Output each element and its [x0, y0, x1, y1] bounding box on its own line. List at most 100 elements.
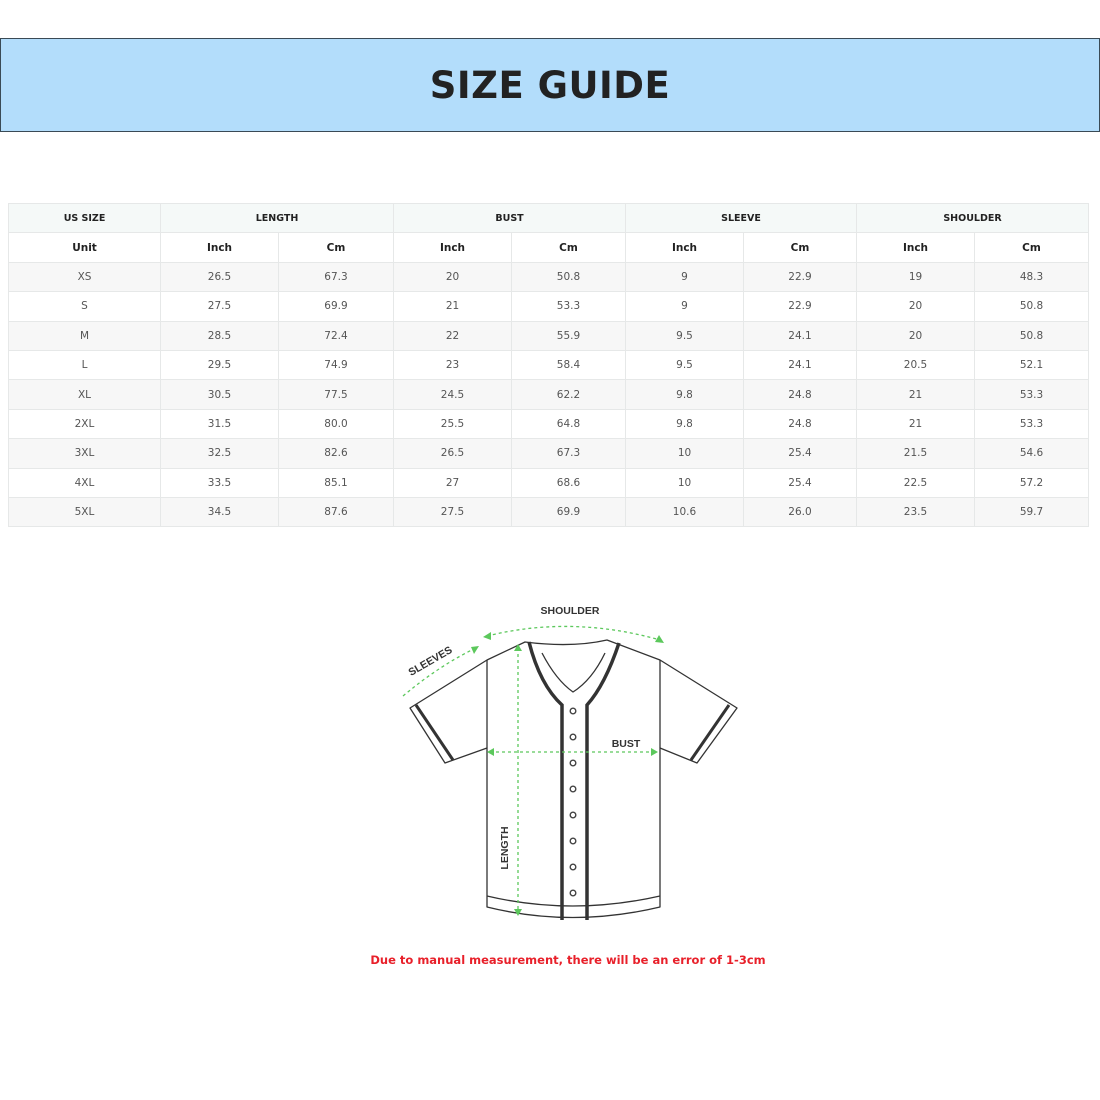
value-cell: 22.9	[743, 261, 857, 293]
unit-header: Inch	[393, 232, 512, 263]
button-icon	[569, 759, 577, 767]
table-row: S 27.5 69.9 21 53.3 9 22.9 20 50.8	[8, 291, 1090, 322]
group-header: SLEEVE	[625, 202, 857, 234]
value-cell: 9.8	[625, 408, 744, 440]
value-cell: 9	[625, 261, 744, 293]
value-cell: 21	[393, 291, 512, 322]
value-cell: 67.3	[511, 438, 626, 469]
unit-header: Cm	[743, 232, 857, 263]
value-cell: 50.8	[973, 291, 1090, 322]
value-cell: 19	[856, 261, 975, 293]
sleeve-stripes	[414, 704, 731, 761]
button-icon	[569, 837, 577, 845]
unit-header: Inch	[625, 232, 744, 263]
value-cell: 34.5	[160, 496, 279, 528]
shoulder-label: SHOULDER	[541, 605, 600, 617]
value-cell: 30.5	[160, 379, 279, 410]
value-cell: 23.5	[856, 496, 975, 528]
value-cell: 69.9	[278, 291, 394, 322]
bust-label: BUST	[612, 738, 641, 750]
value-cell: 68.6	[511, 467, 626, 498]
group-header: BUST	[393, 202, 626, 234]
value-cell: 26.0	[743, 496, 857, 528]
button-icon	[569, 889, 577, 897]
value-cell: 21.5	[856, 438, 975, 469]
unit-header: Inch	[856, 232, 975, 263]
length-label: LENGTH	[499, 826, 511, 869]
button-icon	[569, 863, 577, 871]
value-cell: 29.5	[160, 349, 279, 381]
group-header: US SIZE	[8, 202, 161, 234]
measure-arrows	[402, 625, 661, 913]
value-cell: 20	[856, 320, 975, 351]
value-cell: 80.0	[278, 408, 394, 440]
value-cell: 28.5	[160, 320, 279, 351]
group-header: LENGTH	[160, 202, 394, 234]
value-cell: 25.5	[393, 408, 512, 440]
buttons	[569, 707, 577, 897]
group-header: SHOULDER	[855, 202, 1090, 234]
value-cell: 53.3	[973, 408, 1090, 440]
value-cell: 55.9	[511, 320, 626, 351]
button-icon	[569, 811, 577, 819]
group-header-row: US SIZE LENGTH BUST SLEEVE SHOULDER	[8, 202, 1090, 234]
value-cell: 59.7	[973, 496, 1090, 528]
sleeves-label: SLEEVES	[407, 644, 455, 679]
value-cell: 53.3	[973, 379, 1090, 410]
value-cell: 25.4	[743, 467, 857, 498]
value-cell: 9.5	[625, 349, 744, 381]
value-cell: 62.2	[511, 379, 626, 410]
table-row: XL 30.5 77.5 24.5 62.2 9.8 24.8 21 53.3	[8, 379, 1090, 410]
size-cell: 3XL	[8, 438, 161, 469]
value-cell: 64.8	[511, 408, 626, 440]
page-title: SIZE GUIDE	[429, 63, 671, 107]
unit-header-row: Unit Inch Cm Inch Cm Inch Cm Inch Cm	[8, 232, 1090, 263]
table-row: M 28.5 72.4 22 55.9 9.5 24.1 20 50.8	[8, 320, 1090, 351]
size-cell: L	[8, 349, 161, 381]
value-cell: 57.2	[973, 467, 1090, 498]
value-cell: 27.5	[160, 291, 279, 322]
title-banner: SIZE GUIDE	[0, 38, 1100, 132]
value-cell: 10	[625, 467, 744, 498]
value-cell: 9	[625, 291, 744, 322]
value-cell: 23	[393, 349, 512, 381]
shirt-body	[409, 639, 738, 919]
size-cell: 4XL	[8, 467, 161, 498]
value-cell: 24.1	[743, 320, 857, 351]
value-cell: 85.1	[278, 467, 394, 498]
value-cell: 21	[856, 408, 975, 440]
value-cell: 31.5	[160, 408, 279, 440]
shirt-diagram: SHOULDER SLEEVES BUST LENGTH	[402, 605, 738, 920]
button-icon	[569, 707, 577, 715]
value-cell: 22	[393, 320, 512, 351]
value-cell: 22.5	[856, 467, 975, 498]
measurement-note: Due to manual measurement, there will be…	[370, 953, 766, 967]
unit-header: Cm	[973, 232, 1090, 263]
size-cell: XL	[8, 379, 161, 410]
value-cell: 67.3	[278, 261, 394, 293]
value-cell: 10	[625, 438, 744, 469]
size-cell: 2XL	[8, 408, 161, 440]
button-icon	[569, 733, 577, 741]
value-cell: 74.9	[278, 349, 394, 381]
size-cell: 5XL	[8, 496, 161, 528]
table-row: XS 26.5 67.3 20 50.8 9 22.9 19 48.3	[8, 261, 1090, 293]
value-cell: 82.6	[278, 438, 394, 469]
value-cell: 27	[393, 467, 512, 498]
unit-header: Cm	[278, 232, 394, 263]
shoulder-arrow	[486, 625, 661, 641]
placket-stripes	[527, 641, 621, 920]
table-row: L 29.5 74.9 23 58.4 9.5 24.1 20.5 52.1	[8, 349, 1090, 381]
shirt-outline	[409, 639, 738, 919]
table-row: 3XL 32.5 82.6 26.5 67.3 10 25.4 21.5 54.6	[8, 438, 1090, 469]
value-cell: 77.5	[278, 379, 394, 410]
unit-header: Inch	[160, 232, 279, 263]
size-cell: M	[8, 320, 161, 351]
value-cell: 32.5	[160, 438, 279, 469]
value-cell: 53.3	[511, 291, 626, 322]
shirt-hem	[486, 895, 661, 907]
value-cell: 21	[856, 379, 975, 410]
value-cell: 26.5	[393, 438, 512, 469]
neckline	[541, 652, 606, 693]
value-cell: 54.6	[973, 438, 1090, 469]
